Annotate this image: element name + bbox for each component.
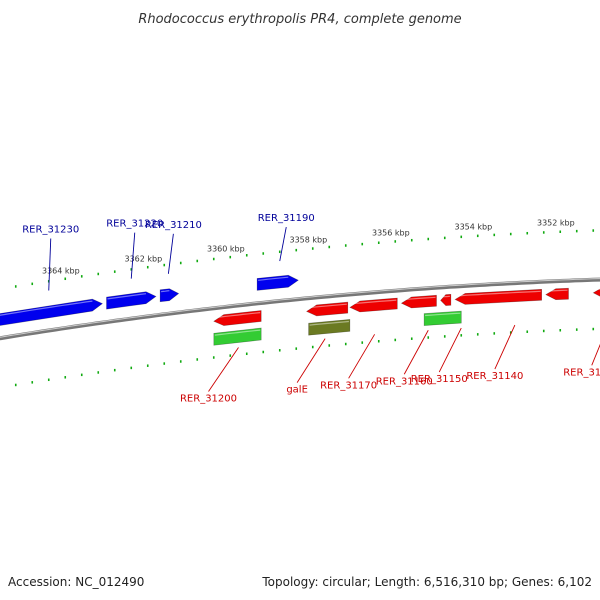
reverse-gene-arrow-sheen	[214, 312, 261, 319]
label-connector	[48, 238, 52, 291]
rna-gene-box-shape	[213, 327, 262, 346]
reverse-gene-arrow	[592, 288, 600, 297]
gene-label: RER_31170	[320, 380, 377, 391]
label-connector	[208, 347, 239, 392]
gene-label: RER_31230	[22, 225, 79, 236]
scale-label: 3352 kbp	[537, 218, 575, 227]
gene-label: RER_31210	[145, 220, 202, 231]
label-connector	[296, 338, 326, 383]
label-connector	[167, 233, 174, 274]
scale-label: 3356 kbp	[372, 228, 410, 237]
gene-label: RER_31150	[411, 374, 468, 385]
gene-label: RER_31160	[376, 376, 433, 387]
reverse-gene-arrow-shape	[454, 288, 542, 305]
rna-gene-box	[423, 310, 462, 326]
gene-label: RER_31190	[258, 213, 315, 224]
gene-label: galE	[286, 385, 308, 396]
highlight-gene-box	[308, 319, 351, 336]
forward-gene-arrow	[159, 288, 180, 303]
reverse-gene-arrow-shape	[545, 287, 569, 301]
reverse-gene-arrow-sheen	[402, 296, 436, 301]
gene-label: RER_31200	[180, 393, 237, 404]
accession-text: Accession: NC_012490	[8, 575, 144, 589]
label-connector	[130, 232, 136, 279]
scale-label: 3358 kbp	[290, 236, 328, 245]
reverse-gene-arrow	[454, 288, 542, 305]
genome-summary-text: Topology: circular; Length: 6,516,310 bp…	[261, 575, 592, 589]
backbone-highlight	[0, 278, 600, 338]
label-connector	[403, 330, 429, 375]
rna-gene-box-sheen	[214, 329, 261, 336]
reverse-gene-arrow	[349, 297, 398, 313]
forward-gene-arrow-shape	[0, 298, 103, 326]
gene-label: RER_31140	[466, 371, 523, 382]
reverse-gene-arrow	[440, 293, 452, 306]
reverse-gene-arrow-shape	[349, 297, 398, 313]
label-connector	[279, 226, 287, 262]
reverse-gene-arrow-sheen	[594, 288, 600, 290]
forward-gene-arrow-shape	[256, 274, 299, 291]
reverse-gene-arrow-shape	[592, 288, 600, 297]
reverse-gene-arrow	[305, 301, 349, 317]
forward-gene-arrow	[256, 274, 299, 291]
forward-gene-arrow	[106, 291, 157, 310]
forward-gene-arrow-sheen	[161, 290, 170, 293]
scale-label: 3362 kbp	[125, 255, 163, 264]
reverse-gene-arrow	[400, 294, 437, 309]
reverse-gene-arrow-shape	[213, 310, 262, 326]
map-title: Rhodococcus erythropolis PR4, complete g…	[138, 12, 461, 27]
reverse-gene-arrow-shape	[440, 293, 452, 306]
genome-backbone	[0, 277, 600, 341]
forward-gene-arrow-sheen	[0, 300, 93, 316]
gene-label: RER_31130	[563, 367, 600, 378]
reverse-gene-arrow	[545, 287, 569, 301]
reverse-gene-arrow-sheen	[441, 295, 450, 298]
reverse-gene-arrow-sheen	[546, 289, 568, 292]
label-connector	[348, 334, 376, 379]
reverse-gene-arrow-shape	[400, 294, 437, 309]
label-connector	[494, 324, 516, 370]
reverse-gene-arrow-sheen	[350, 299, 397, 305]
forward-gene-arrow-shape	[159, 288, 180, 303]
label-connector	[591, 343, 600, 366]
forward-gene-arrow	[0, 298, 103, 326]
reverse-gene-arrow-shape	[305, 301, 349, 317]
forward-gene-arrow-sheen	[107, 293, 147, 300]
highlight-gene-box-sheen	[309, 320, 349, 326]
reverse-gene-arrow	[213, 310, 262, 326]
scale-labels: 3364 kbp 3362 kbp 3360 kbp 3358 kbp 3356 kbp…	[42, 218, 575, 275]
scale-label: 3364 kbp	[42, 266, 80, 275]
forward-gene-arrow-sheen	[258, 276, 289, 281]
reverse-gene-arrow-sheen	[307, 303, 347, 309]
reverse-gene-arrow-sheen	[456, 290, 541, 297]
scale-label: 3360 kbp	[207, 244, 245, 253]
rna-gene-box-sheen	[425, 312, 461, 317]
label-connector	[438, 327, 462, 373]
backbone-line	[0, 277, 600, 341]
gene-label: RER_31220	[106, 219, 163, 230]
highlight-gene-box-shape	[308, 319, 351, 336]
tick-marks	[14, 229, 595, 387]
rna-gene-box-shape	[423, 310, 462, 326]
scale-label: 3354 kbp	[455, 223, 493, 232]
gene-features	[0, 274, 600, 346]
forward-gene-arrow-shape	[106, 291, 157, 310]
rna-gene-box	[213, 327, 262, 346]
